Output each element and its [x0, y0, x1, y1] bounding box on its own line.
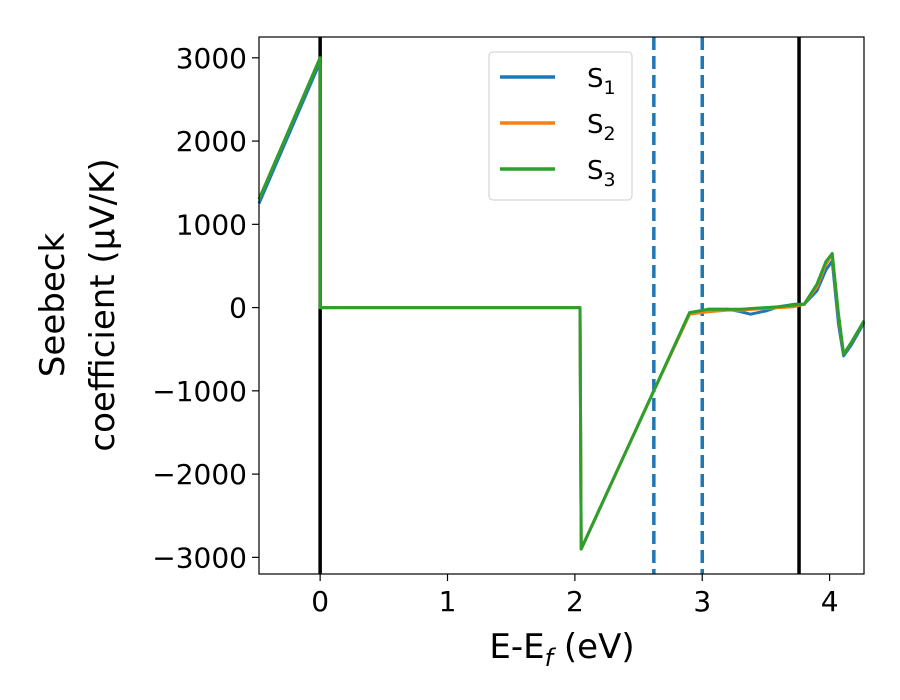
legend-label-s3: S3 — [587, 156, 616, 191]
x-tick-label: 4 — [821, 585, 839, 618]
legend-box — [488, 51, 633, 201]
x-tick-label: 0 — [311, 585, 329, 618]
y-tick-label: 0 — [229, 292, 247, 325]
legend: S1 S2 S3 — [488, 51, 633, 201]
series-lines — [257, 56, 866, 551]
y-tick-label: −3000 — [152, 541, 247, 574]
y-axis-label: Seebeck coefficient (μV/K) — [33, 158, 123, 451]
x-tick-label: 3 — [693, 585, 711, 618]
x-axis-label: E-Ef (eV) — [489, 627, 634, 672]
series-line-s3 — [257, 56, 866, 551]
x-tick-label: 1 — [439, 585, 457, 618]
y-tick-label: 1000 — [176, 208, 247, 241]
plot-frame — [258, 36, 865, 575]
y-tick-label: −2000 — [152, 458, 247, 491]
y-axis-ticks: 3000 2000 1000 0 −1000 −2000 −3000 — [152, 42, 259, 574]
legend-label-s1: S1 — [587, 64, 616, 99]
x-tick-label: 2 — [566, 585, 584, 618]
x-axis-ticks: 0 1 2 3 4 — [311, 574, 839, 618]
y-tick-label: 3000 — [176, 42, 247, 75]
y-axis-label-line2: coefficient (μV/K) — [83, 158, 123, 451]
legend-label-s2: S2 — [587, 110, 616, 145]
y-axis-label-line1: Seebeck — [33, 233, 73, 378]
y-tick-label: 2000 — [176, 125, 247, 158]
y-tick-label: −1000 — [152, 375, 247, 408]
